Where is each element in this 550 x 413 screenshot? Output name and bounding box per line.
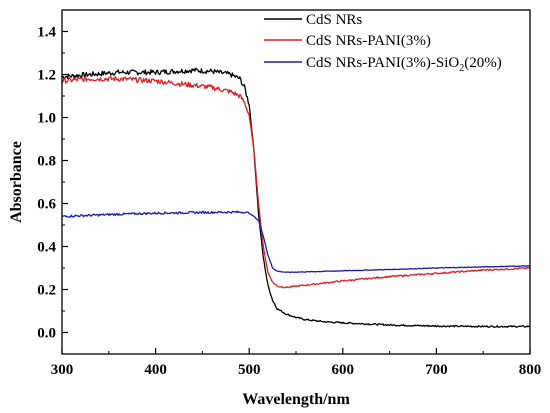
x-tick-label: 400 bbox=[144, 362, 167, 378]
y-tick-label: 0.8 bbox=[37, 154, 56, 170]
y-tick-label: 0.4 bbox=[37, 240, 56, 256]
x-tick-label: 600 bbox=[332, 362, 355, 378]
y-tick-label: 1.0 bbox=[37, 111, 56, 127]
legend-label-part-main: CdS NRs-PANI(3%)-SiO bbox=[306, 55, 459, 71]
y-tick-label: 0.6 bbox=[37, 197, 56, 213]
series-line-1 bbox=[61, 75, 531, 289]
y-tick-label: 1.2 bbox=[37, 68, 56, 84]
legend-label-cds-pani-sio2: CdS NRs-PANI(3%)-SiO2(20%) bbox=[306, 55, 502, 74]
y-axis-title: Absorbance bbox=[8, 141, 25, 223]
legend-label-part-subscript: 2 bbox=[459, 63, 464, 74]
x-axis-title: Wavelength/nm bbox=[242, 391, 350, 408]
plot-lines bbox=[61, 67, 531, 328]
y-tick-label: 0.0 bbox=[37, 326, 56, 342]
series-line-0 bbox=[61, 67, 531, 328]
x-tick-label: 500 bbox=[238, 362, 261, 378]
x-tick-label: 300 bbox=[51, 362, 74, 378]
legend-label-cds-pani: CdS NRs-PANI(3%) bbox=[306, 33, 431, 49]
series-line-2 bbox=[61, 210, 531, 274]
axis-tick-labels: 300 400 500 600 700 800 0.0 0.2 0.4 0.6 0.8 1.0 1.2 1… bbox=[37, 25, 541, 379]
legend: CdS NRs CdS NRs-PANI(3%) CdS NRs-PANI(3%… bbox=[264, 12, 502, 74]
legend-label-cds: CdS NRs bbox=[306, 12, 362, 28]
y-tick-label: 0.2 bbox=[37, 283, 56, 299]
x-tick-label: 700 bbox=[425, 362, 448, 378]
legend-label-part-suffix: (20%) bbox=[464, 55, 502, 71]
y-tick-label: 1.4 bbox=[37, 25, 56, 41]
axis-ticks bbox=[61, 9, 531, 355]
x-tick-label: 800 bbox=[519, 362, 542, 378]
